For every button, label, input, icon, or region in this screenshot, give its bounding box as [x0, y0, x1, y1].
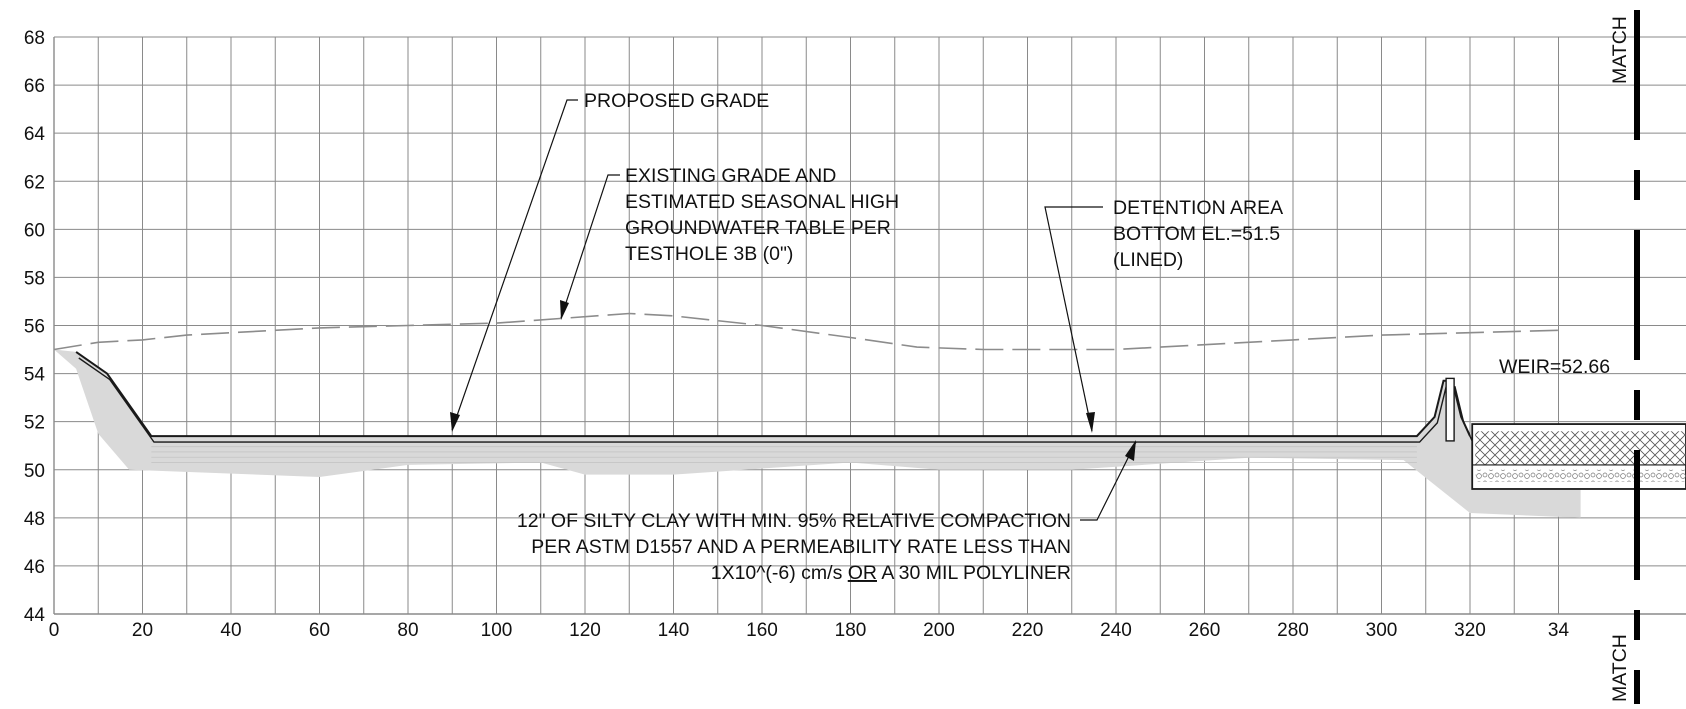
- x-tick-label: 60: [309, 620, 330, 641]
- y-tick-label: 66: [24, 76, 45, 97]
- outlet-structure: [1445, 377, 1686, 490]
- y-tick-label: 48: [24, 509, 45, 530]
- existing-grade-label-1: EXISTING GRADE AND: [625, 165, 836, 187]
- x-tick-label: 140: [658, 620, 690, 641]
- weir-plate: [1445, 377, 1455, 442]
- x-tick-label: 220: [1012, 620, 1044, 641]
- x-tick-label: 320: [1454, 620, 1486, 641]
- outlet-box-hatch: [1475, 431, 1686, 465]
- proposed-grade-label: PROPOSED GRADE: [584, 90, 769, 112]
- existing-grade-arrowhead: [560, 300, 569, 320]
- axes: 44 46 48 50 52 54 56 58 60 62 64 66 68 0 20 40 60 80 100 12…: [24, 28, 1570, 641]
- grid: [53, 36, 1686, 615]
- y-tick-label: 64: [24, 124, 46, 145]
- proposed-grade-leader: [451, 99, 578, 431]
- proposed-grade-arrowhead: [450, 412, 460, 432]
- y-tick-label: 44: [24, 605, 46, 626]
- existing-grade-label-3: GROUNDWATER TABLE PER: [625, 217, 891, 239]
- series-layer: [53, 312, 1559, 443]
- y-tick-label: 52: [24, 413, 45, 434]
- liner-note-leader: [1080, 441, 1137, 521]
- existing-grade-label-4: TESTHOLE 3B (0"): [625, 243, 793, 265]
- match-label-top: MATCH: [1609, 16, 1631, 84]
- x-tick-label: 180: [835, 620, 867, 641]
- liner-note-permeability: 1X10^(-6) cm/s: [711, 562, 848, 584]
- liner-note-arrowhead: [1125, 440, 1136, 461]
- soil-fill-layer: [54, 349, 1581, 518]
- existing-grade-label-2: ESTIMATED SEASONAL HIGH: [625, 191, 899, 213]
- proposed-grade-line: [75, 351, 1471, 438]
- y-tick-label: 60: [24, 220, 45, 241]
- x-tick-label: 280: [1277, 620, 1309, 641]
- proposed-grade-liner-line: [78, 357, 1474, 443]
- y-tick-label: 56: [24, 317, 45, 338]
- x-tick-label: 100: [481, 620, 513, 641]
- detention-area-arrowhead: [1086, 412, 1095, 433]
- x-tick-label: 20: [132, 620, 153, 641]
- detention-area-label-2: BOTTOM EL.=51.5: [1113, 223, 1280, 245]
- detention-area-label-1: DETENTION AREA: [1113, 197, 1283, 219]
- x-tick-label: 300: [1366, 620, 1398, 641]
- soil-fill-area: [54, 349, 1581, 518]
- liner-note-polyliner: A 30 MIL POLYLINER: [877, 562, 1071, 584]
- x-tick-label: 0: [49, 620, 60, 641]
- outlet-box-gravel: [1475, 469, 1686, 482]
- detention-area-leader: [1044, 206, 1103, 432]
- annotations: PROPOSED GRADE EXISTING GRADE AND ESTIMA…: [450, 10, 1640, 704]
- existing-grade-line: [53, 312, 1559, 351]
- x-tick-label: 260: [1189, 620, 1221, 641]
- x-tick-label: 40: [220, 620, 241, 641]
- x-tick-label: 240: [1100, 620, 1132, 641]
- weir-label: WEIR=52.66: [1499, 356, 1610, 378]
- x-tick-label: 160: [746, 620, 778, 641]
- y-tick-label: 54: [24, 365, 46, 386]
- liner-note-line-2: PER ASTM D1557 AND A PERMEABILITY RATE L…: [531, 536, 1071, 558]
- liner-note-line-3: 1X10^(-6) cm/s OR A 30 MIL POLYLINER: [711, 562, 1071, 584]
- y-tick-label: 58: [24, 268, 45, 289]
- y-tick-label: 50: [24, 461, 45, 482]
- y-tick-label: 46: [24, 557, 45, 578]
- x-tick-label: 80: [397, 620, 418, 641]
- match-label-bottom: MATCH: [1609, 634, 1631, 702]
- y-tick-label: 68: [24, 28, 45, 49]
- liner-note-or: OR: [848, 562, 877, 584]
- x-tick-label: 200: [923, 620, 955, 641]
- detention-area-label-3: (LINED): [1113, 249, 1183, 271]
- y-tick-label: 62: [24, 172, 45, 193]
- x-tick-label: 34: [1548, 620, 1570, 641]
- x-tick-label: 120: [569, 620, 601, 641]
- existing-grade-leader: [560, 174, 620, 319]
- liner-note-line-1: 12" OF SILTY CLAY WITH MIN. 95% RELATIVE…: [517, 510, 1071, 532]
